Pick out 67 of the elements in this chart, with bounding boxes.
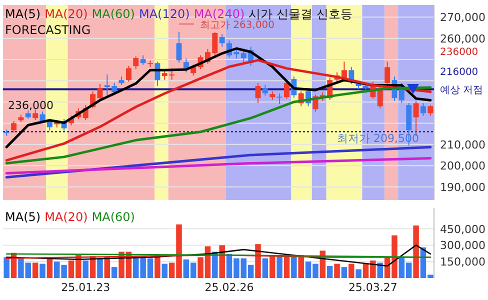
bar [219,245,225,278]
text: 236000 [440,47,478,58]
candlestick [255,82,261,104]
text: MA(240) [194,7,245,21]
candlestick [428,104,434,116]
candlestick [262,84,268,96]
y-tick-label: 150,000 [440,256,486,269]
ref-line-label: 216000 [440,67,478,78]
candlestick [384,61,390,86]
bar [326,266,333,278]
y-tick-label: 270,000 [440,11,486,24]
text: MA(60) [92,210,135,224]
bar [82,260,88,278]
text: MA(20) [44,210,88,224]
bar [32,262,38,278]
line-series [5,58,432,162]
line-series [6,244,432,267]
bar [276,256,282,278]
y-tick-label: 210,000 [440,138,486,152]
y-tick-label: 260,000 [440,32,486,46]
bar [97,258,103,278]
bar [162,264,168,278]
x-tick-label: 25.01.23 [61,281,110,294]
line-series [5,47,432,148]
candlestick [183,58,189,73]
bar [356,269,362,278]
bar [298,255,304,278]
bar [111,267,118,278]
bar [40,264,46,278]
text: MA(60) [92,7,135,21]
bar [413,226,419,278]
candlestick [276,92,282,105]
x-tick-label: 25.02.26 [204,281,254,294]
y-tick-label: 190,000 [440,180,486,194]
candlestick [133,56,139,70]
candlestick [32,108,38,121]
chart-title: 시가 신물결 신호등 [248,7,352,21]
y-tick-label: 200,000 [440,160,486,173]
text: FORECASTING [5,23,91,37]
candlestick [284,80,290,100]
bar [255,244,261,278]
text: MA(20) [44,7,88,21]
bar [104,257,110,278]
bar [348,264,354,278]
bar [4,257,10,278]
line-series [5,86,432,165]
text: MA(5) [5,7,41,21]
text: MA(5) [5,210,41,224]
bar [154,255,160,278]
x-tick-label: 25.03.27 [348,281,398,294]
y-tick-label: 300,000 [440,239,486,252]
bar [291,256,297,278]
text: MA(120) [138,7,190,21]
ref-line-label: 예상 저점 [440,85,484,96]
bar [334,264,340,278]
bar [270,255,276,278]
candlestick [420,102,426,116]
candlestick [348,66,354,84]
bar [262,258,268,278]
candlestick [176,31,182,64]
candlestick [219,34,225,48]
bar [341,267,348,278]
candlestick [126,65,132,82]
candlestick [140,54,146,66]
candlestick [11,120,17,134]
y-tick-label: 450,000 [440,222,486,236]
annotation: 236,000 [8,99,54,112]
